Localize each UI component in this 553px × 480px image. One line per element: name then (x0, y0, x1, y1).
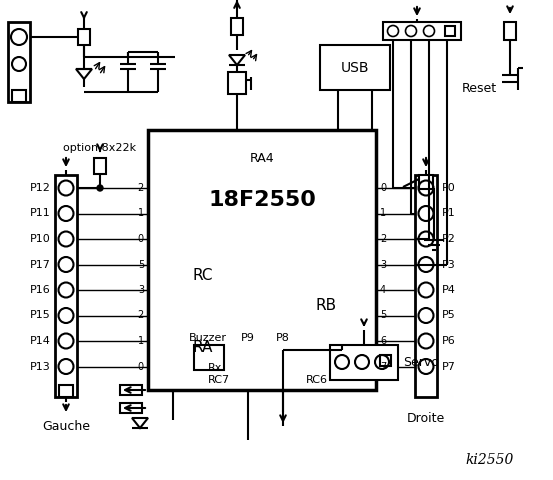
Bar (8, 22, 30, 102)
Text: P8: P8 (276, 333, 290, 343)
Text: P5: P5 (442, 311, 456, 321)
Text: Rx: Rx (208, 363, 222, 373)
Text: 1: 1 (138, 336, 144, 346)
Text: P16: P16 (30, 285, 51, 295)
Bar (445, 26, 455, 36)
Text: P9: P9 (241, 333, 255, 343)
Text: 3: 3 (138, 285, 144, 295)
Text: RC: RC (193, 267, 213, 283)
Text: P6: P6 (442, 336, 456, 346)
Text: 2: 2 (380, 234, 386, 244)
Text: 0: 0 (138, 361, 144, 372)
Text: 7: 7 (380, 361, 386, 372)
Bar (228, 72, 246, 94)
Text: P15: P15 (30, 311, 51, 321)
Text: 3: 3 (380, 260, 386, 269)
Text: Servo: Servo (403, 356, 439, 369)
Text: Gauche: Gauche (42, 420, 90, 433)
Bar (419, 175, 433, 189)
Text: 2: 2 (138, 183, 144, 193)
Text: 6: 6 (380, 336, 386, 346)
Bar (231, 18, 243, 35)
Bar (415, 175, 437, 397)
Bar (320, 45, 390, 90)
Bar (78, 29, 90, 45)
Text: 0: 0 (138, 234, 144, 244)
Text: RA: RA (193, 340, 213, 356)
Bar (59, 385, 73, 397)
Text: Buzzer: Buzzer (189, 333, 227, 343)
Text: RC6: RC6 (306, 375, 328, 385)
Text: 18F2550: 18F2550 (208, 190, 316, 210)
Text: P2: P2 (442, 234, 456, 244)
Text: RA4: RA4 (250, 152, 274, 165)
Text: 4: 4 (380, 285, 386, 295)
Bar (55, 175, 77, 397)
Text: P4: P4 (442, 285, 456, 295)
Text: 0: 0 (380, 183, 386, 193)
Text: option 8x22k: option 8x22k (64, 143, 137, 153)
Text: RB: RB (315, 298, 337, 312)
Text: P14: P14 (30, 336, 51, 346)
Text: P3: P3 (442, 260, 456, 269)
Text: P7: P7 (442, 361, 456, 372)
Text: P11: P11 (30, 208, 51, 218)
Bar (120, 403, 142, 413)
Bar (330, 345, 398, 380)
Bar (12, 90, 26, 102)
Text: P1: P1 (442, 208, 456, 218)
Bar (94, 158, 106, 174)
Text: 5: 5 (138, 260, 144, 269)
Text: 1: 1 (380, 208, 386, 218)
Text: P12: P12 (30, 183, 51, 193)
Bar (383, 22, 461, 40)
Text: USB: USB (341, 60, 369, 74)
Bar (120, 385, 142, 395)
Text: RC7: RC7 (208, 375, 230, 385)
Bar (148, 130, 376, 390)
Text: 1: 1 (138, 208, 144, 218)
Bar (504, 22, 516, 40)
Text: P0: P0 (442, 183, 456, 193)
Text: P13: P13 (30, 361, 51, 372)
Text: P10: P10 (30, 234, 51, 244)
Text: Droite: Droite (407, 412, 445, 425)
Text: P17: P17 (30, 260, 51, 269)
Text: 5: 5 (380, 311, 386, 321)
Bar (194, 345, 224, 370)
Text: ki2550: ki2550 (466, 453, 514, 467)
Circle shape (97, 185, 103, 191)
Text: 2: 2 (138, 311, 144, 321)
Bar (380, 355, 391, 366)
Text: Reset: Reset (462, 82, 497, 95)
